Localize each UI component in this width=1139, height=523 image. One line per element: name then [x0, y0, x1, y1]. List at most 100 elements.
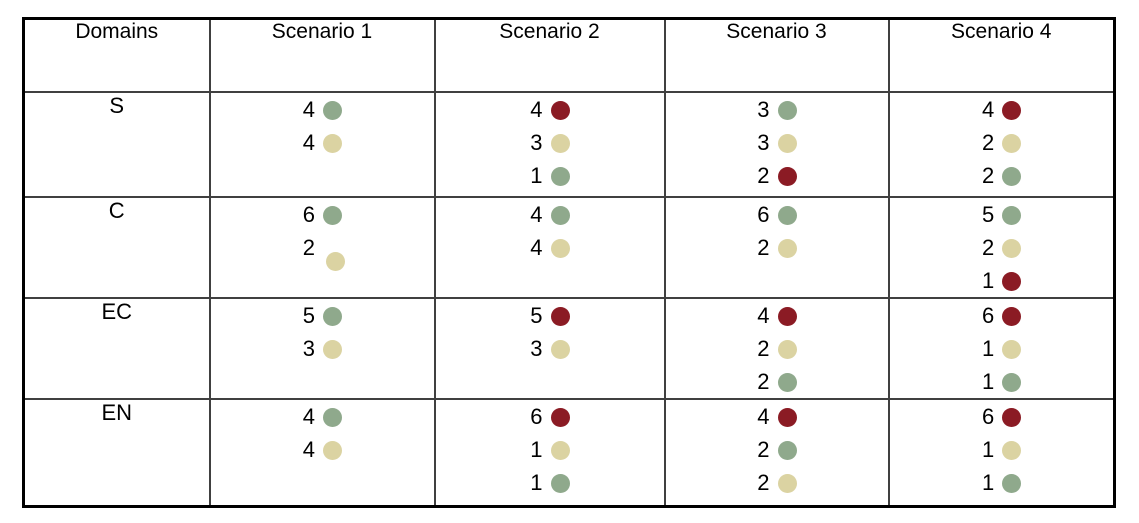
tan-dot-icon — [777, 473, 797, 493]
entry-count: 6 — [982, 302, 995, 328]
dot-entry: 4 — [211, 433, 434, 466]
green-dot-icon — [550, 205, 570, 225]
scenario-dot-table-container: Domains Scenario 1 Scenario 2 Scenario 3… — [22, 17, 1116, 508]
green-dot-icon — [777, 100, 797, 120]
red-dot-icon — [1002, 407, 1022, 427]
dot-entry: 3 — [666, 93, 888, 126]
entry-count: 3 — [757, 96, 770, 122]
entry-count: 2 — [982, 234, 995, 260]
cell-EC-scenario-4: 6 1 1 — [887, 296, 1116, 400]
green-dot-icon — [1002, 473, 1022, 493]
green-dot-icon — [1002, 166, 1022, 186]
entry-count: 2 — [757, 469, 770, 495]
table-row-EC: EC 5 3 5 3 4 2 2 6 1 1 — [22, 296, 1116, 400]
tan-dot-icon — [323, 339, 342, 359]
green-dot-icon — [323, 407, 342, 427]
tan-dot-icon — [1002, 133, 1022, 153]
green-dot-icon — [1002, 372, 1022, 392]
dot-entry: 2 — [890, 159, 1114, 192]
dot-entry: 1 — [436, 433, 664, 466]
dot-entry: 2 — [666, 159, 888, 192]
dot-entry: 5 — [436, 299, 664, 332]
green-dot-icon — [1002, 205, 1022, 225]
green-dot-icon — [550, 473, 570, 493]
column-header-scenario-2: Scenario 2 — [433, 17, 666, 93]
dot-entry: 4 — [666, 400, 888, 433]
table-row-EN: EN 4 4 6 1 1 4 2 2 6 1 1 — [22, 397, 1116, 508]
tan-dot-icon — [550, 339, 570, 359]
dot-entry: 1 — [890, 365, 1114, 398]
tan-dot-icon — [323, 440, 342, 460]
green-dot-icon — [777, 440, 797, 460]
tan-dot-icon — [777, 238, 797, 258]
dot-entry: 3 — [436, 332, 664, 365]
entry-count: 2 — [982, 129, 995, 155]
domain-label-EC: EC — [22, 296, 211, 400]
tan-dot-icon — [1002, 440, 1022, 460]
entry-count: 2 — [302, 234, 315, 260]
cell-EC-scenario-3: 4 2 2 — [663, 296, 890, 400]
entry-count: 3 — [757, 129, 770, 155]
entry-count: 4 — [757, 403, 770, 429]
entry-count: 1 — [982, 335, 995, 361]
red-dot-icon — [550, 407, 570, 427]
dot-entry: 2 — [666, 365, 888, 398]
dot-entry: 4 — [211, 400, 434, 433]
entry-count: 6 — [530, 403, 543, 429]
tan-dot-icon — [550, 133, 570, 153]
dot-entry: 2 — [890, 126, 1114, 159]
dot-entry: 6 — [666, 198, 888, 231]
header-row: Domains Scenario 1 Scenario 2 Scenario 3… — [22, 17, 1116, 93]
dot-entry: 5 — [211, 299, 434, 332]
cell-EN-scenario-2: 6 1 1 — [433, 397, 666, 508]
dot-entry: 4 — [211, 93, 434, 126]
dot-entry: 6 — [436, 400, 664, 433]
domain-label-C: C — [22, 195, 211, 299]
dot-entry: 1 — [436, 466, 664, 499]
cell-S-scenario-4: 4 2 2 — [887, 90, 1116, 198]
red-dot-icon — [550, 306, 570, 326]
entry-count: 4 — [530, 96, 543, 122]
dot-entry: 3 — [211, 332, 434, 365]
dot-entry: 2 — [666, 332, 888, 365]
entry-count: 4 — [982, 96, 995, 122]
dot-entry: 1 — [890, 433, 1114, 466]
tan-dot-icon — [323, 133, 342, 153]
scenario-dot-table: Domains Scenario 1 Scenario 2 Scenario 3… — [22, 17, 1116, 508]
entry-count: 4 — [302, 129, 315, 155]
entry-count: 1 — [982, 368, 995, 394]
tan-dot-icon — [326, 251, 345, 271]
entry-count: 3 — [530, 129, 543, 155]
dot-entry: 1 — [436, 159, 664, 192]
green-dot-icon — [777, 372, 797, 392]
entry-count: 6 — [757, 201, 770, 227]
entry-count: 2 — [757, 162, 770, 188]
entry-count: 5 — [302, 302, 315, 328]
dot-entry: 2 — [666, 466, 888, 499]
entry-count: 2 — [757, 436, 770, 462]
red-dot-icon — [1002, 100, 1022, 120]
red-dot-icon — [550, 100, 570, 120]
tan-dot-icon — [550, 440, 570, 460]
column-header-scenario-1: Scenario 1 — [208, 17, 436, 93]
dot-entry: 1 — [890, 264, 1114, 297]
dot-entry: 2 — [666, 433, 888, 466]
entry-count: 4 — [302, 436, 315, 462]
tan-dot-icon — [1002, 238, 1022, 258]
dot-entry: 4 — [666, 299, 888, 332]
dot-entry: 4 — [436, 231, 664, 264]
dot-entry: 2 — [666, 231, 888, 264]
dot-entry: 2 — [211, 231, 434, 271]
entry-count: 4 — [302, 403, 315, 429]
entry-count: 3 — [530, 335, 543, 361]
entry-count: 1 — [982, 436, 995, 462]
dot-entry: 3 — [666, 126, 888, 159]
dot-entry: 4 — [890, 93, 1114, 126]
entry-count: 2 — [757, 335, 770, 361]
dot-entry: 1 — [890, 466, 1114, 499]
table-header: Domains Scenario 1 Scenario 2 Scenario 3… — [22, 17, 1116, 93]
